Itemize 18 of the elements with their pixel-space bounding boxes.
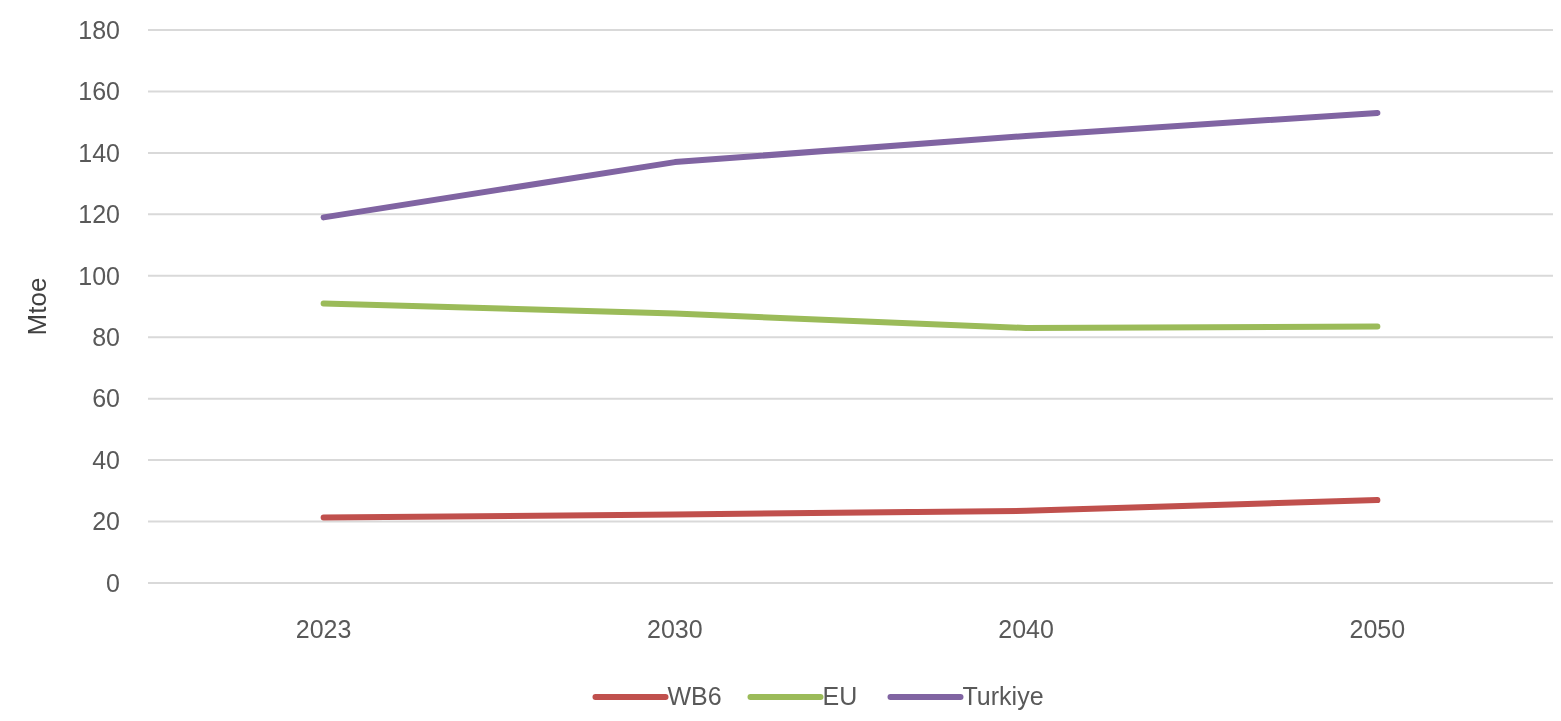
legend-label: EU	[822, 682, 858, 710]
y-tick-label: 20	[92, 507, 120, 536]
y-tick-label: 100	[78, 261, 120, 290]
y-tick-label: 60	[92, 384, 120, 413]
y-tick-label: 160	[78, 77, 120, 106]
y-tick-label: 0	[106, 568, 120, 597]
y-tick-label: 120	[78, 200, 120, 229]
x-tick-label: 2023	[295, 615, 352, 643]
x-tick-label: 2050	[1349, 615, 1406, 643]
x-tick-label: 2030	[647, 615, 703, 643]
y-tick-label: 140	[78, 138, 120, 167]
y-tick-label: 80	[92, 322, 120, 351]
y-axis-title: Mtoe	[22, 277, 52, 336]
y-tick-label: 180	[78, 15, 120, 44]
legend-label: WB6	[667, 682, 722, 710]
x-tick-label: 2040	[998, 615, 1054, 643]
y-tick-label: 40	[92, 445, 120, 474]
legend-label: Turkiye	[962, 682, 1044, 710]
